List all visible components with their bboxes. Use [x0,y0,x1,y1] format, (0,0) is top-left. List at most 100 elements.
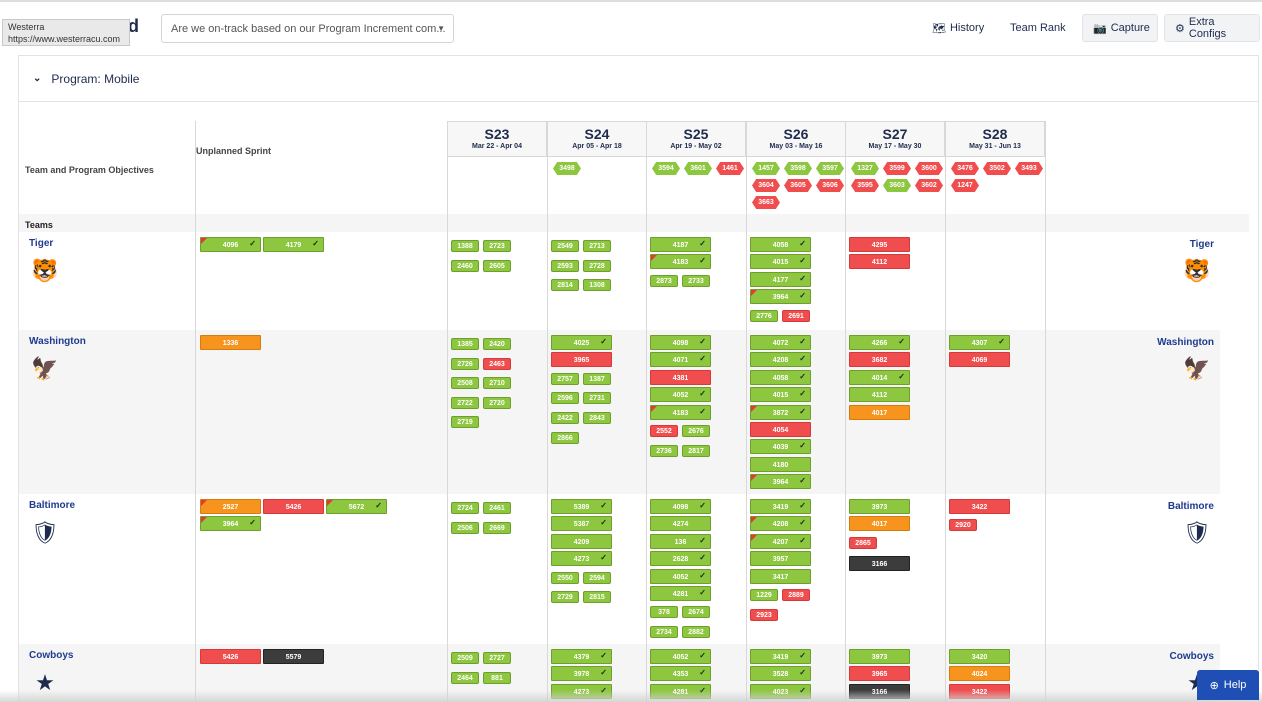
work-item-card[interactable]: 4015 ✓ [750,254,811,270]
dependency-pill[interactable]: 1387 [583,372,611,385]
team-name-left[interactable]: Baltimore [29,500,76,511]
team-name-right[interactable]: Cowboys [1169,651,1214,662]
objective-hex[interactable]: 3476 [951,162,979,175]
work-item-card[interactable]: 3166 [849,556,910,572]
sprint-header-s26[interactable]: S26 May 03 - May 16 [746,121,846,157]
work-item-card[interactable]: 4015 ✓ [750,387,811,403]
team-name-right[interactable]: Baltimore [1167,501,1214,512]
work-item-card[interactable]: 4017 [849,404,910,420]
work-item-card[interactable]: 4052 ✓ [650,568,711,584]
dependency-pill[interactable]: 2549 [551,240,579,252]
objective-hex[interactable]: 3598 [784,162,812,175]
objective-hex[interactable]: 3604 [752,179,780,192]
objective-hex[interactable]: 3606 [816,179,844,192]
work-item-card[interactable]: 5389 ✓ [551,499,612,514]
work-item-card[interactable]: 4071 ✓ [650,352,711,368]
objective-hex[interactable]: 3594 [652,162,680,175]
dependency-pill[interactable]: 2722 [451,396,479,409]
objective-hex[interactable]: 1461 [716,162,744,175]
work-item-card[interactable]: 4072 ✓ [750,335,811,350]
dependency-pill[interactable]: 2889 [782,589,810,601]
work-item-card[interactable]: 3964 ✓ [200,516,261,531]
dependency-pill[interactable]: 2713 [583,240,611,252]
dependency-pill[interactable]: 1229 [750,589,778,601]
dependency-pill[interactable]: 2509 [451,652,479,664]
extra-configs-button[interactable]: ⚙ Extra Configs [1164,14,1260,42]
work-item-card[interactable]: 3419 ✓ [750,499,811,514]
work-item-card[interactable]: 4353 ✓ [650,666,711,682]
work-item-card[interactable]: 4180 [750,456,811,472]
dependency-pill[interactable]: 2422 [551,412,579,424]
work-item-card[interactable]: 5426 [200,649,261,664]
objective-hex[interactable]: 3663 [752,196,780,209]
objective-hex[interactable]: 1327 [851,162,879,175]
dependency-pill[interactable]: 2461 [483,502,511,514]
objective-hex[interactable]: 3493 [1015,162,1043,175]
dependency-pill[interactable]: 2843 [583,412,611,424]
dependency-pill[interactable]: 2728 [583,259,611,272]
dependency-pill[interactable]: 2720 [483,396,511,409]
dependency-pill[interactable]: 378 [650,606,678,619]
work-item-card[interactable]: 2527 [200,499,261,514]
work-item-card[interactable]: 4273✓ [551,551,612,567]
dependency-pill[interactable]: 2724 [451,502,479,514]
work-item-card[interactable]: 4209 [551,533,612,549]
work-item-card[interactable]: 3872 ✓ [750,404,811,420]
work-item-card[interactable]: 4025 ✓ [551,335,612,350]
work-item-card[interactable]: 3973 [849,499,910,514]
dependency-pill[interactable]: 2593 [551,259,579,272]
dependency-pill[interactable]: 2508 [451,377,479,390]
work-item-card[interactable]: 3957 [750,551,811,567]
objective-hex[interactable]: 3498 [553,162,581,175]
work-item-card[interactable]: 4179 ✓ [263,237,324,252]
sprint-header-s25[interactable]: S25 Apr 19 - May 02 [646,121,746,157]
dependency-pill[interactable]: 2464 [451,671,479,684]
dependency-pill[interactable]: 2729 [551,591,579,604]
work-item-card[interactable]: 4266 ✓ [849,335,910,350]
capture-button[interactable]: 📷 Capture [1082,14,1158,42]
objective-hex[interactable]: 3595 [851,179,879,192]
dependency-pill[interactable]: 1308 [583,279,611,292]
work-item-card[interactable]: 4069 [949,352,1010,368]
dependency-pill[interactable]: 2873 [650,274,678,287]
work-item-card[interactable]: 4177 ✓ [750,271,811,287]
team-name-left[interactable]: Tiger [29,238,54,249]
work-item-card[interactable]: 4054 [750,422,811,437]
work-item-card[interactable]: 4098 ✓ [650,499,711,514]
dependency-pill[interactable]: 2920 [949,519,977,532]
dependency-pill[interactable]: 2734 [650,626,678,638]
dependency-pill[interactable]: 2817 [682,444,710,457]
sprint-header-s24[interactable]: S24 Apr 05 - Apr 18 [547,121,647,157]
dependency-pill[interactable]: 2866 [551,431,579,444]
work-item-card[interactable]: 3422 [949,499,1010,514]
dependency-pill[interactable]: 2420 [483,338,511,350]
sprint-header-s28[interactable]: S28 May 31 - Jun 13 [945,121,1045,157]
work-item-card[interactable]: 3978 ✓ [551,666,612,682]
team-name-right[interactable]: Washington [1157,337,1214,348]
dependency-pill[interactable]: 2605 [483,259,511,272]
dependency-pill[interactable]: 2674 [682,606,710,619]
work-item-card[interactable]: 4183 ✓ [650,404,711,420]
dependency-pill[interactable]: 2710 [483,377,511,390]
work-item-card[interactable]: 4207 ✓ [750,533,811,549]
dependency-pill[interactable]: 2463 [483,357,511,370]
dependency-pill[interactable]: 2669 [483,521,511,534]
help-button[interactable]: ⊕ Help [1197,670,1259,700]
objective-hex[interactable]: 3600 [915,162,943,175]
work-item-card[interactable]: 4014 ✓ [849,369,910,385]
dependency-pill[interactable]: 1388 [451,240,479,252]
history-button[interactable]: 🗺 History [922,14,994,42]
work-item-card[interactable]: 2628 ✓ [650,551,711,567]
work-item-card[interactable]: 4379 ✓ [551,649,612,664]
work-item-card[interactable]: 4058 ✓ [750,237,811,252]
dependency-pill[interactable]: 2691 [782,309,810,322]
work-item-card[interactable]: 3419 ✓ [750,649,811,664]
objective-hex[interactable]: 3602 [915,179,943,192]
work-item-card[interactable]: 3973 [849,649,910,664]
question-select[interactable]: Are we on-track based on our Program Inc… [161,14,454,43]
work-item-card[interactable]: 4017 [849,516,910,532]
work-item-card[interactable]: 4039 ✓ [750,439,811,455]
dependency-pill[interactable]: 2776 [750,309,778,322]
work-item-card[interactable]: 5426 [263,499,324,514]
objective-hex[interactable]: 3605 [784,179,812,192]
